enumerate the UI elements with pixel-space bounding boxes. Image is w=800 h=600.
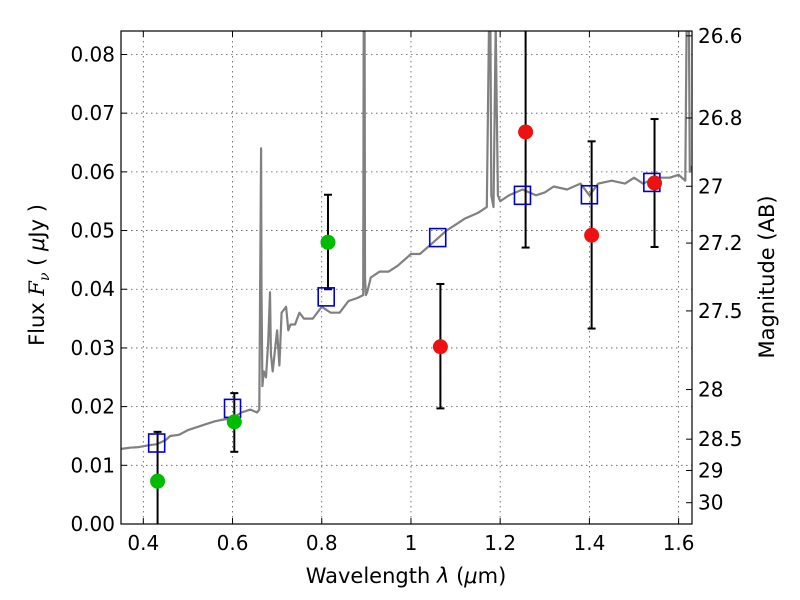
magnitude-axis-label: Magnitude (AB) (755, 195, 779, 358)
model-photometry-markers (147, 172, 661, 453)
x-tick-label: 0.8 (306, 531, 338, 555)
model-square-marker (513, 185, 532, 206)
red-point-marker (647, 175, 663, 191)
x-tick-label: 0.6 (217, 531, 249, 555)
y-tick-label: 0.07 (70, 101, 115, 125)
magnitude-axis-ticks: 26.6 26.8 27 27.2 27.5 28 28.5 29 30 (686, 24, 743, 515)
y-axis-label: Flux Fν ( μJy ) (25, 204, 53, 346)
x-tick-label: 1.4 (573, 531, 605, 555)
grid (121, 31, 692, 525)
red-point-marker (432, 339, 448, 355)
magnitude-tick-label: 27.2 (698, 231, 743, 255)
spectrum-line (121, 31, 692, 450)
y-tick-label: 0.02 (70, 395, 115, 419)
magnitude-tick-label: 28.5 (698, 427, 743, 451)
magnitude-tick-label: 28 (698, 378, 723, 402)
magnitude-tick-label: 27.5 (698, 299, 743, 323)
model-square-marker (317, 287, 336, 307)
x-tick-label: 1 (405, 531, 418, 555)
y-tick-label: 0.05 (70, 219, 115, 243)
red-point-marker (584, 227, 600, 243)
green-point-marker (150, 473, 166, 489)
red-point-marker (518, 124, 534, 140)
y-tick-label: 0.04 (70, 277, 115, 301)
x-tick-label: 1.6 (663, 531, 695, 555)
error-bars (153, 31, 659, 524)
magnitude-tick-label: 29 (698, 458, 723, 482)
magnitude-tick-label: 27 (698, 174, 723, 198)
model-square-marker (147, 433, 166, 453)
magnitude-tick-label: 30 (698, 491, 723, 515)
x-tick-label: 0.4 (127, 531, 159, 555)
green-point-marker (320, 234, 336, 250)
model-square-marker (580, 184, 599, 205)
y-tick-label: 0.03 (70, 336, 115, 360)
green-point-marker (226, 414, 242, 430)
y-tick-label: 0.08 (70, 42, 115, 66)
y-tick-label: 0.00 (70, 512, 115, 536)
observed-photometry-markers (150, 124, 663, 489)
y-tick-label: 0.01 (70, 453, 115, 477)
x-tick-label: 1.2 (484, 531, 516, 555)
plot-frame (120, 30, 693, 525)
magnitude-tick-label: 26.6 (698, 24, 743, 48)
model-square-marker (428, 227, 447, 248)
x-axis-label: Wavelength λ (μm) (306, 564, 507, 588)
y-tick-label: 0.06 (70, 160, 115, 184)
y-axis-ticks: 0.00 0.01 0.02 0.03 0.04 0.05 0.06 0.07 0.08 (70, 42, 127, 536)
magnitude-tick-label: 26.8 (698, 106, 743, 130)
plot-area (121, 31, 692, 524)
x-axis-ticks: 0.4 0.6 0.8 1 1.2 1.4 1.6 (127, 31, 695, 555)
